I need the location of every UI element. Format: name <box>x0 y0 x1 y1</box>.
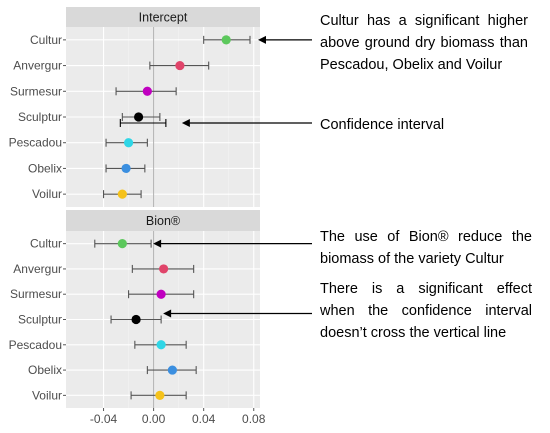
y-tick-label: Cultur <box>30 33 62 47</box>
y-tick-label: Sculptur <box>18 313 62 327</box>
annotation-cultur-higher: Cultur has a significant higher above gr… <box>320 10 528 76</box>
y-tick-label: Surmesur <box>10 287 62 301</box>
estimate-point <box>156 340 166 350</box>
estimate-point <box>175 60 185 71</box>
y-tick-label: Surmesur <box>10 84 62 98</box>
x-tick-label: 0.00 <box>142 412 166 426</box>
annotation-significant-effect-line-1: There is a significant effect <box>320 281 532 297</box>
arrow-to-confidence-interval <box>181 119 312 127</box>
annotation-cultur-higher-line-1: Cultur has a significant higher <box>320 13 528 29</box>
facet-strip <box>66 210 260 231</box>
annotation-significant-effect: There is a significant effect when the c… <box>320 278 532 344</box>
y-tick-label: Sculptur <box>18 110 62 124</box>
estimate-point <box>167 365 177 375</box>
arrow-head <box>153 239 162 248</box>
estimate-point <box>117 239 127 249</box>
annotation-bion-reduce: The use of Bion® reduce the biomass of t… <box>320 226 532 270</box>
estimate-point <box>117 189 127 199</box>
facet-strip-label: Bion® <box>146 214 181 228</box>
estimate-point <box>133 112 144 122</box>
y-tick-label: Anvergur <box>13 262 62 276</box>
y-tick-label: Obelix <box>28 161 62 175</box>
estimate-point <box>155 390 165 400</box>
annotation-cultur-higher-line-2: above ground dry biomass than <box>320 35 528 51</box>
arrow-head <box>257 35 266 44</box>
annotation-bion-reduce-line-2: biomass of the variety Cultur <box>320 251 504 267</box>
y-tick-label: Cultur <box>30 237 62 251</box>
facet-panel-1: Intercept Cultur Anvergur Surmesur Sculptur P… <box>9 7 260 207</box>
annotation-significant-effect-line-3: doesn’t cross the vertical line <box>320 325 507 341</box>
y-tick-label: Voilur <box>32 187 62 201</box>
annotation-significant-effect-line-2: when the confidence interval <box>320 303 532 319</box>
arrow-head <box>163 309 172 318</box>
y-tick-label: Voilur <box>32 388 62 402</box>
annotation-bion-reduce-line-1: The use of Bion® reduce the <box>320 229 532 245</box>
estimate-point <box>131 314 141 325</box>
x-tick-label: -0.04 <box>90 412 118 426</box>
estimate-point <box>142 86 152 96</box>
arrow-to-sculptur-bion <box>163 309 312 318</box>
estimate-point <box>123 138 134 148</box>
arrow-head <box>181 119 190 127</box>
estimate-point <box>159 264 169 274</box>
arrow-to-cultur-bion <box>153 239 312 248</box>
y-tick-label: Pescadou <box>9 136 62 150</box>
facet-strip-label: Intercept <box>139 11 188 25</box>
y-tick-label: Anvergur <box>13 59 62 73</box>
estimate-point <box>221 35 231 45</box>
facet-strip <box>66 7 260 27</box>
annotation-cultur-higher-line-3: Pescadou, Obelix and Voilur <box>320 57 503 73</box>
y-tick-label: Obelix <box>28 363 62 377</box>
x-tick-label: 0.08 <box>242 412 266 426</box>
annotation-confidence-interval: Confidence interval <box>320 117 445 133</box>
x-tick-label: 0.04 <box>192 412 216 426</box>
estimate-point <box>121 163 131 174</box>
facet-panel-2: Bion® Cultur Anvergur Surmesur Sculptur Pesca… <box>9 210 260 408</box>
y-tick-label: Pescadou <box>9 338 62 352</box>
arrow-to-cultur-intercept <box>257 35 312 44</box>
estimate-point <box>156 289 166 299</box>
